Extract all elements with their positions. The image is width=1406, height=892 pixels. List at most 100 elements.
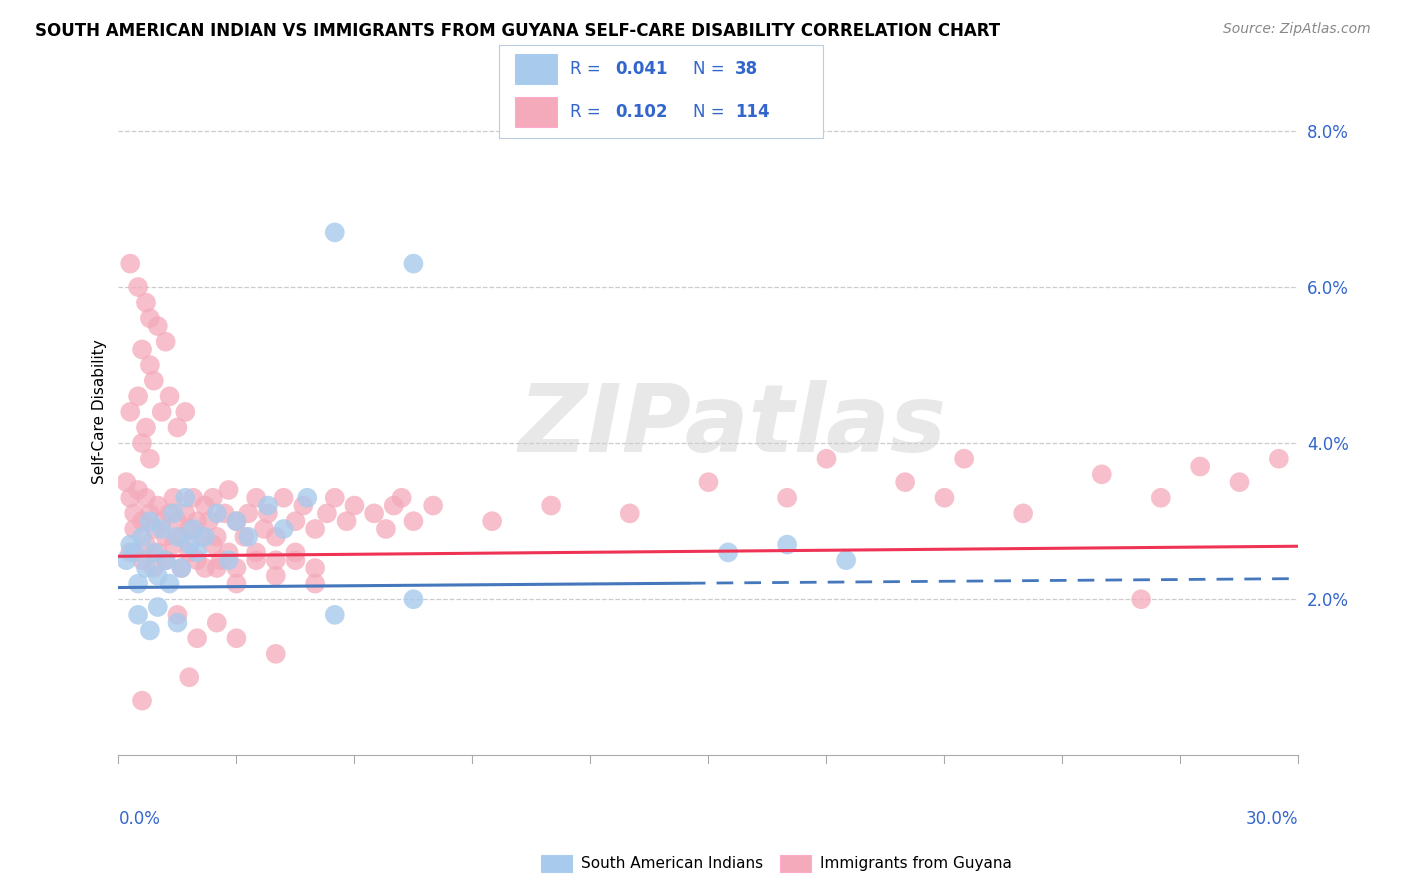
Point	[953, 451, 976, 466]
Point	[131, 694, 153, 708]
Point	[166, 615, 188, 630]
Point	[1091, 467, 1114, 482]
Point	[139, 311, 162, 326]
Point	[198, 514, 221, 528]
Point	[1012, 507, 1035, 521]
Point	[150, 514, 173, 528]
Text: N =: N =	[693, 60, 730, 78]
Point	[159, 389, 181, 403]
Point	[174, 507, 197, 521]
Text: 0.102: 0.102	[616, 103, 668, 121]
Point	[170, 530, 193, 544]
Point	[323, 491, 346, 505]
Point	[218, 483, 240, 497]
FancyBboxPatch shape	[515, 97, 557, 127]
Point	[181, 491, 204, 505]
Point	[391, 491, 413, 505]
Point	[245, 491, 267, 505]
Point	[131, 343, 153, 357]
Point	[139, 624, 162, 638]
Point	[257, 499, 280, 513]
Point	[122, 507, 145, 521]
Point	[253, 522, 276, 536]
Point	[304, 561, 326, 575]
Point	[131, 436, 153, 450]
Point	[1268, 451, 1291, 466]
Text: Immigrants from Guyana: Immigrants from Guyana	[820, 856, 1011, 871]
Point	[166, 530, 188, 544]
Point	[155, 553, 177, 567]
Point	[127, 280, 149, 294]
Point	[1130, 592, 1153, 607]
Point	[142, 374, 165, 388]
Point	[120, 491, 142, 505]
Point	[179, 538, 201, 552]
Point	[186, 545, 208, 559]
Point	[142, 561, 165, 575]
Point	[135, 295, 157, 310]
Text: South American Indians: South American Indians	[581, 856, 763, 871]
Point	[115, 553, 138, 567]
Point	[186, 632, 208, 646]
Point	[835, 553, 858, 567]
Point	[343, 499, 366, 513]
Point	[273, 491, 295, 505]
Point	[120, 257, 142, 271]
Point	[162, 538, 184, 552]
Point	[166, 514, 188, 528]
Text: 38: 38	[735, 60, 758, 78]
Point	[264, 553, 287, 567]
Point	[146, 545, 169, 559]
Point	[304, 576, 326, 591]
Point	[402, 514, 425, 528]
Point	[135, 561, 157, 575]
Point	[257, 507, 280, 521]
Point	[245, 553, 267, 567]
Point	[422, 499, 444, 513]
Point	[131, 553, 153, 567]
Point	[115, 475, 138, 490]
Point	[402, 257, 425, 271]
Point	[316, 507, 339, 521]
Point	[120, 538, 142, 552]
Point	[162, 507, 184, 521]
Point	[1150, 491, 1173, 505]
Point	[402, 592, 425, 607]
Point	[205, 507, 228, 521]
Point	[218, 553, 240, 567]
Point	[209, 553, 232, 567]
Text: 0.0%: 0.0%	[118, 810, 160, 828]
Point	[382, 499, 405, 513]
Text: Source: ZipAtlas.com: Source: ZipAtlas.com	[1223, 22, 1371, 37]
Point	[120, 405, 142, 419]
Point	[127, 389, 149, 403]
Point	[159, 507, 181, 521]
Point	[146, 319, 169, 334]
Point	[1189, 459, 1212, 474]
Text: R =: R =	[571, 103, 606, 121]
Point	[815, 451, 838, 466]
Point	[159, 576, 181, 591]
Point	[135, 420, 157, 434]
Point	[225, 514, 247, 528]
Point	[127, 576, 149, 591]
Point	[131, 530, 153, 544]
Point	[292, 499, 315, 513]
Point	[323, 607, 346, 622]
Point	[323, 226, 346, 240]
Point	[142, 522, 165, 536]
Point	[218, 545, 240, 559]
Point	[179, 545, 201, 559]
Point	[150, 522, 173, 536]
Point	[233, 530, 256, 544]
Point	[186, 514, 208, 528]
Point	[481, 514, 503, 528]
Point	[225, 561, 247, 575]
Point	[273, 522, 295, 536]
Text: 30.0%: 30.0%	[1246, 810, 1299, 828]
Point	[205, 561, 228, 575]
Point	[139, 507, 162, 521]
Point	[238, 507, 260, 521]
Text: N =: N =	[693, 103, 730, 121]
Point	[194, 499, 217, 513]
